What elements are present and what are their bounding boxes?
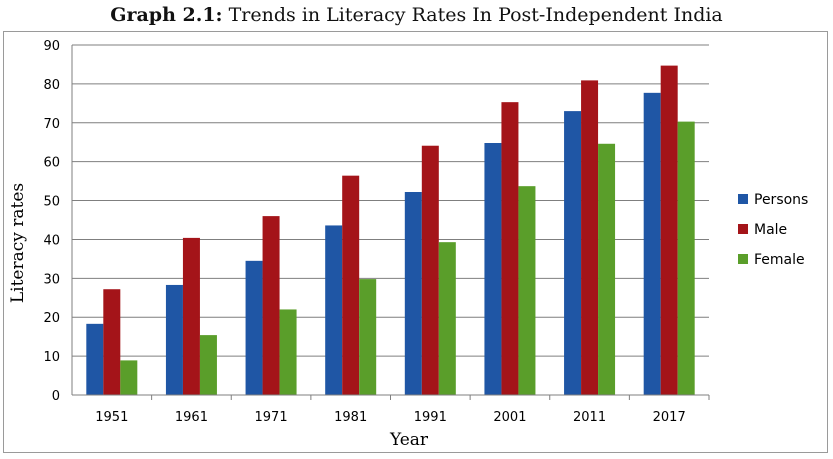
- bar-persons-1981: [325, 225, 343, 395]
- bar-female-2001: [518, 186, 536, 395]
- bar-male-1951: [103, 289, 121, 395]
- y-tick-label: 0: [52, 389, 60, 404]
- x-tick-label: 1981: [334, 410, 367, 425]
- bar-male-2017: [660, 65, 678, 395]
- bar-male-1971: [262, 216, 280, 395]
- bar-female-1951: [120, 360, 138, 395]
- bar-female-1971: [279, 309, 297, 395]
- y-tick-label: 20: [43, 311, 60, 326]
- legend-label-persons: Persons: [754, 192, 808, 208]
- legend-label-female: Female: [754, 252, 805, 268]
- bar-male-1991: [421, 145, 439, 395]
- x-tick-label: 1971: [255, 410, 288, 425]
- bar-female-1991: [438, 242, 456, 395]
- y-tick-label: 40: [43, 233, 60, 248]
- bar-persons-2011: [564, 111, 582, 395]
- bar-female-2011: [598, 143, 616, 395]
- bar-female-1961: [199, 335, 217, 395]
- chart-frame: [3, 31, 828, 453]
- x-tick-label: 1991: [414, 410, 447, 425]
- legend-swatch-persons: [738, 194, 748, 204]
- y-tick-label: 70: [43, 117, 60, 132]
- chart-title-text: Trends in Literacy Rates In Post-Indepen…: [228, 4, 723, 26]
- y-tick-label: 10: [43, 350, 60, 365]
- x-tick-label: 2001: [493, 410, 526, 425]
- bar-male-2011: [581, 80, 599, 395]
- bar-persons-1971: [245, 260, 263, 395]
- bar-persons-1951: [86, 323, 104, 395]
- bar-persons-1961: [165, 284, 183, 395]
- y-tick-label: 50: [43, 195, 60, 210]
- bar-male-1961: [182, 237, 200, 395]
- chart-title-prefix: Graph 2.1:: [110, 4, 223, 26]
- axes: 0 10 20 30 40 50 60 70 80 90 1951 1961 1971 1981 1991 2…: [43, 39, 710, 425]
- legend-swatch-male: [738, 224, 748, 234]
- legend-label-male: Male: [754, 222, 787, 238]
- bar-female-1981: [359, 279, 377, 395]
- x-tick-label: 1961: [175, 410, 208, 425]
- y-tick-label: 30: [43, 272, 60, 287]
- y-axis-title: Literacy rates: [8, 183, 28, 303]
- chart-title: Graph 2.1: Trends in Literacy Rates In P…: [0, 4, 833, 26]
- x-axis-title: Year: [389, 430, 429, 450]
- x-tick-label: 1951: [95, 410, 128, 425]
- x-tick-label: 2011: [573, 410, 606, 425]
- legend: Persons Male Female: [738, 192, 808, 268]
- bars: [86, 65, 695, 396]
- legend-swatch-female: [738, 254, 748, 264]
- bar-persons-2017: [643, 92, 661, 395]
- bar-male-1981: [342, 175, 360, 395]
- bar-male-2001: [501, 102, 519, 396]
- y-tick-label: 80: [43, 78, 60, 93]
- y-tick-label: 60: [43, 156, 60, 171]
- x-tick-label: 2017: [653, 410, 686, 425]
- bar-persons-2001: [484, 143, 502, 395]
- y-tick-label: 90: [43, 39, 60, 54]
- bar-female-2017: [677, 121, 695, 395]
- bar-persons-1991: [404, 192, 422, 395]
